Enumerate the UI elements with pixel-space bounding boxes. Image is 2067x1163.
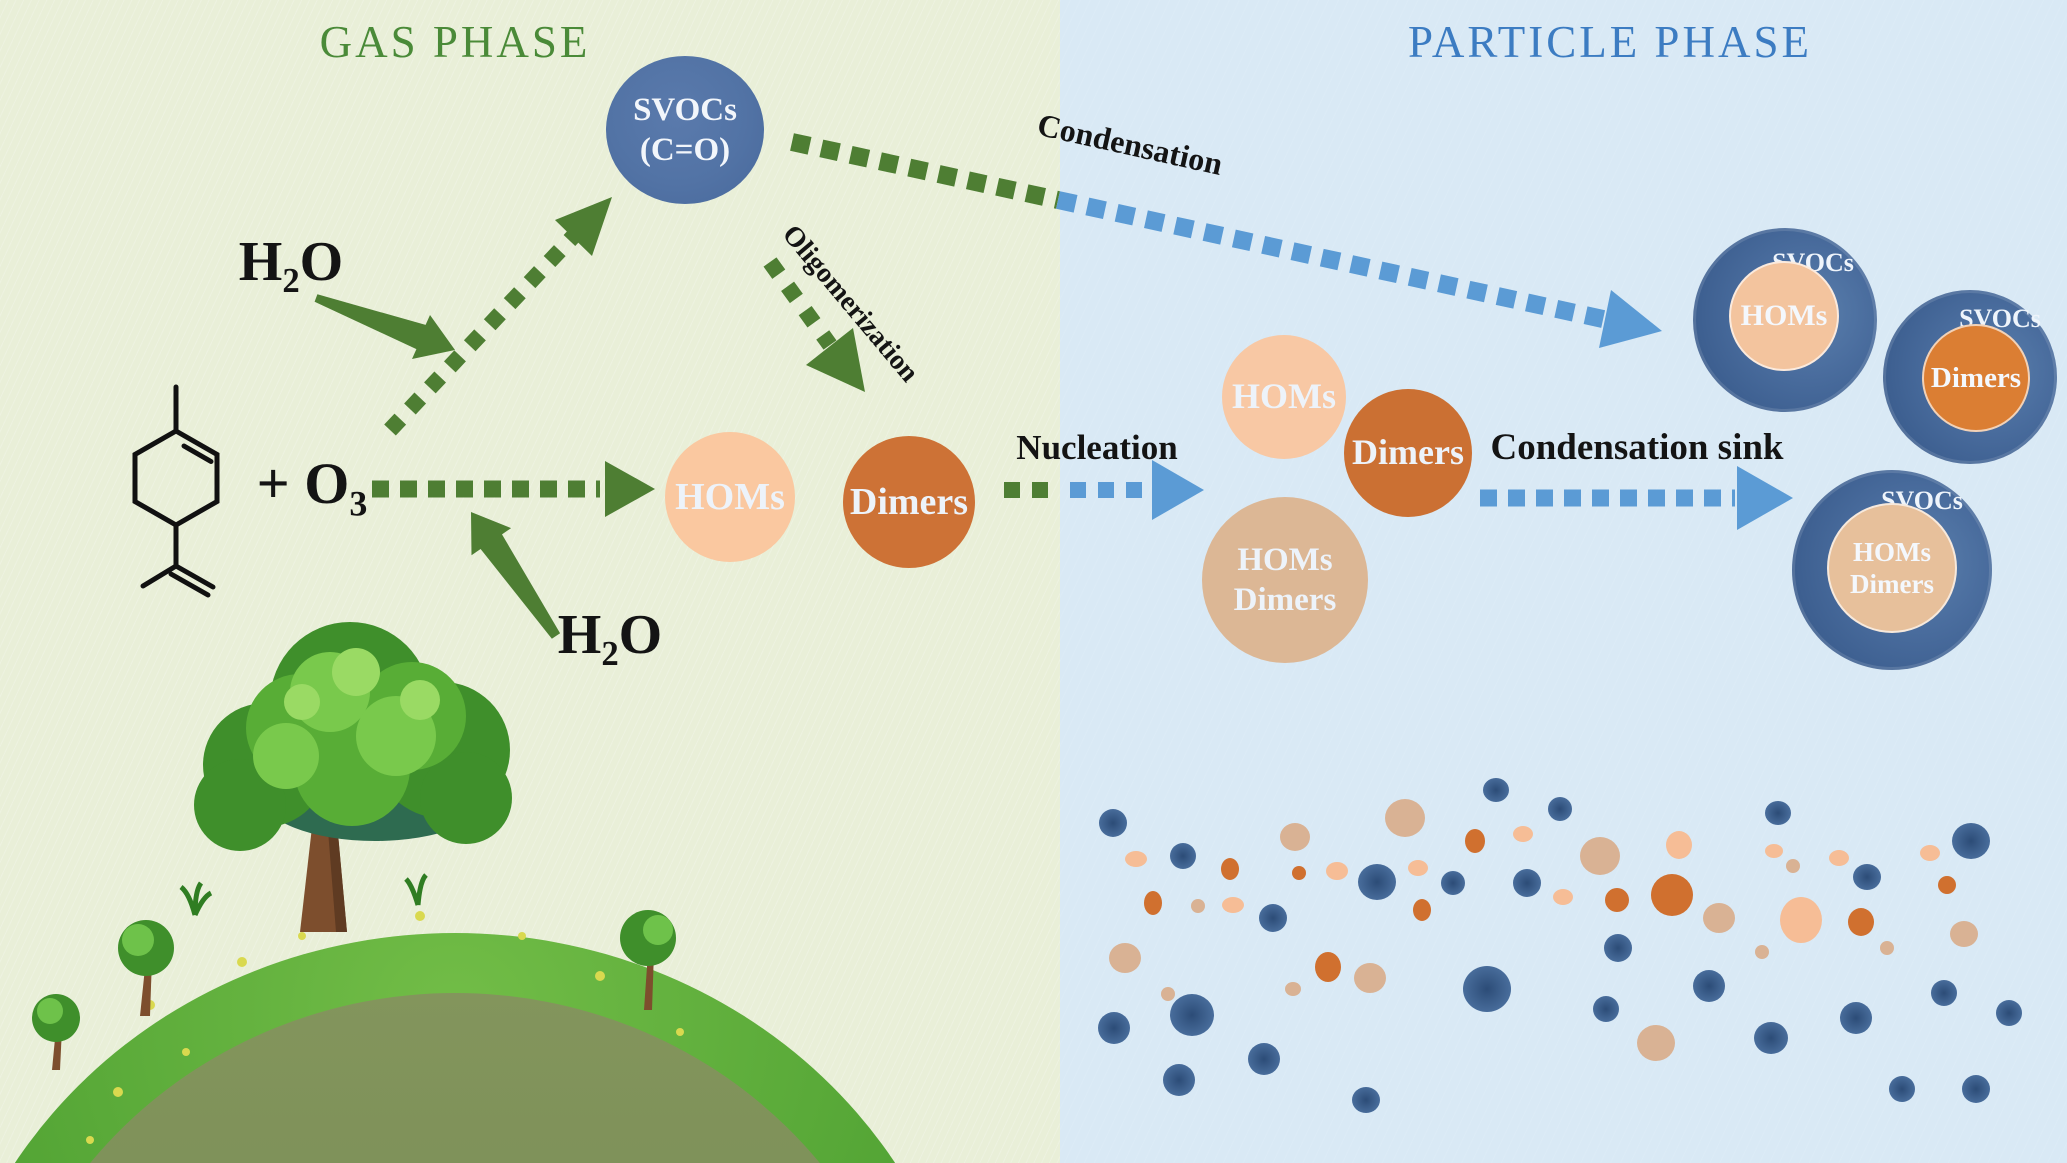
particle1-core: HOMs (1729, 261, 1839, 371)
h2o-top-o: O (299, 231, 344, 293)
reaction-arrows (314, 133, 1793, 639)
cluster-homs-dimers-line2: Dimers (1233, 582, 1337, 618)
small-trees (32, 910, 676, 1070)
isopropenyl-methyl (140, 563, 179, 589)
gas-homs-label: HOMs (675, 475, 785, 518)
svocs-formation-arrow (384, 197, 612, 436)
isopropenyl-double-bond-2 (168, 571, 211, 598)
cluster-dimers-circle: Dimers (1344, 389, 1472, 517)
grass-tufts (179, 873, 428, 917)
cyclohexene-ring (132, 428, 220, 528)
ring-double-bond (181, 443, 214, 464)
svocs-bubble: SVOCs (C=O) (606, 56, 764, 204)
cluster-homs-label: HOMs (1232, 376, 1336, 417)
particle2-core: Dimers (1922, 324, 2030, 432)
condensation-sink-label: Condensation sink (1490, 427, 1784, 468)
plus-o: + O (256, 451, 350, 516)
gas-dimers-label: Dimers (849, 480, 969, 523)
particle-homs-core: SVOCs HOMs (1693, 228, 1877, 412)
cluster-homs-dimers-circle: HOMs Dimers (1202, 497, 1368, 663)
h2o-bottom-arrow (471, 512, 561, 639)
h2o-label-top: H2O (191, 230, 391, 301)
particle-homs-dimers-core: SVOCs HOMs Dimers (1792, 470, 1992, 670)
svocs-bubble-line2: (C=O) (639, 132, 731, 168)
isopropenyl-double-bond-1 (173, 563, 216, 590)
particle1-core-label: HOMs (1740, 299, 1828, 332)
o3-sub: 3 (349, 483, 368, 524)
ozone-label: + O3 (212, 450, 412, 525)
gas-homs-circle: HOMs (665, 432, 795, 562)
particle3-core-line2: Dimers (1850, 569, 1934, 599)
particle3-core: HOMs Dimers (1827, 503, 1957, 633)
tree (179, 622, 512, 932)
particle-phase-title: PARTICLE PHASE (1408, 17, 1812, 67)
h2o-bottom-h: H (557, 604, 602, 666)
ozonolysis-arrow (372, 461, 655, 517)
canopy-highlight (284, 648, 440, 720)
particle-dimers-core: SVOCs Dimers (1883, 290, 2057, 464)
svocs-bubble-line1: SVOCs (633, 91, 737, 128)
h2o-label-bottom: H2O (510, 603, 710, 674)
cluster-homs-circle: HOMs (1222, 335, 1346, 459)
h2o-bottom-o: O (618, 604, 663, 666)
condensation-sink-arrow (1480, 466, 1793, 530)
h2o-top-sub: 2 (282, 261, 300, 301)
h2o-top-h: H (238, 231, 283, 293)
cluster-homs-dimers-line1: HOMs (1237, 541, 1333, 578)
gas-dimers-circle: Dimers (843, 436, 975, 568)
earth-hill (14, 911, 896, 1163)
oligomerization-arrow (763, 257, 865, 392)
condensation-arrow (790, 133, 1662, 348)
particle3-core-line1: HOMs (1853, 536, 1931, 567)
nucleation-arrow (1004, 460, 1204, 520)
gas-phase-title: GAS PHASE (319, 17, 591, 67)
nucleation-label: Nucleation (1016, 428, 1178, 467)
cluster-dimers-label: Dimers (1352, 432, 1464, 473)
h2o-bottom-sub: 2 (601, 634, 619, 674)
particle2-core-label: Dimers (1930, 361, 2022, 394)
limonene-structure (132, 384, 220, 598)
gas-phase-background (0, 0, 1060, 1163)
h2o-top-arrow (314, 294, 455, 359)
